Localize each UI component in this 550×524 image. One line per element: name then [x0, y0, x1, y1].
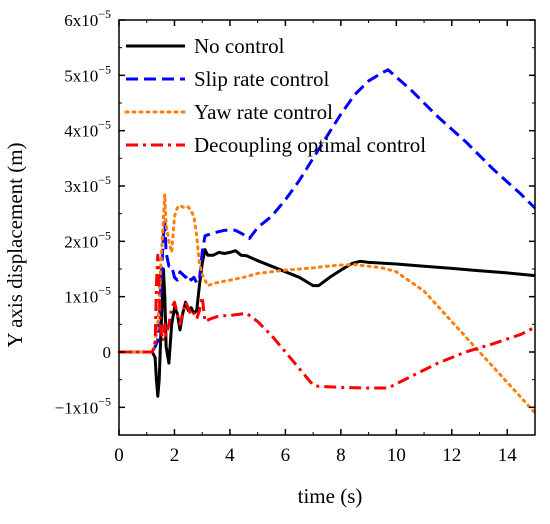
- x-tick-label: 14: [498, 445, 518, 466]
- y-tick-label: −1x10−5: [55, 394, 111, 417]
- y-axis-label: Y axis displacement (m): [3, 142, 27, 347]
- series-line-1: [119, 68, 537, 354]
- x-tick-label: 4: [225, 445, 235, 466]
- x-axis-label: time (s): [298, 484, 363, 508]
- y-tick-label: 2x10−5: [64, 228, 111, 251]
- x-tick-label: 6: [281, 445, 291, 466]
- legend-label: Slip rate control: [194, 67, 329, 91]
- x-tick-label: 0: [114, 445, 124, 466]
- series-line-2: [117, 192, 537, 415]
- plot-frame: [118, 19, 536, 436]
- legend-label: No control: [194, 34, 285, 58]
- y-tick-label: 3x10−5: [64, 173, 111, 196]
- x-tick-label: 12: [442, 445, 461, 466]
- axes: 0 2 4 6 8 10 12 14 −1x10−5 0 1x10−5 2x10−5 3x10−5 4x1…: [55, 7, 536, 466]
- y-tick-label: 5x10−5: [64, 62, 111, 85]
- x-tick-label: 10: [387, 445, 406, 466]
- y-tick-label: 1x10−5: [64, 284, 111, 307]
- legend-label: Decoupling optimal control: [194, 133, 426, 157]
- y-tick-label: 4x10−5: [64, 118, 111, 141]
- legend-label: Yaw rate control: [194, 100, 333, 124]
- x-tick-label: 8: [336, 445, 346, 466]
- legend: No control Slip rate control Yaw rate cont…: [124, 34, 426, 157]
- y-tick-label: 0: [103, 343, 112, 362]
- y-tick-label: 6x10−5: [64, 7, 111, 30]
- series-lines: [117, 68, 537, 415]
- series-line-3: [119, 253, 536, 390]
- x-tick-label: 2: [170, 445, 180, 466]
